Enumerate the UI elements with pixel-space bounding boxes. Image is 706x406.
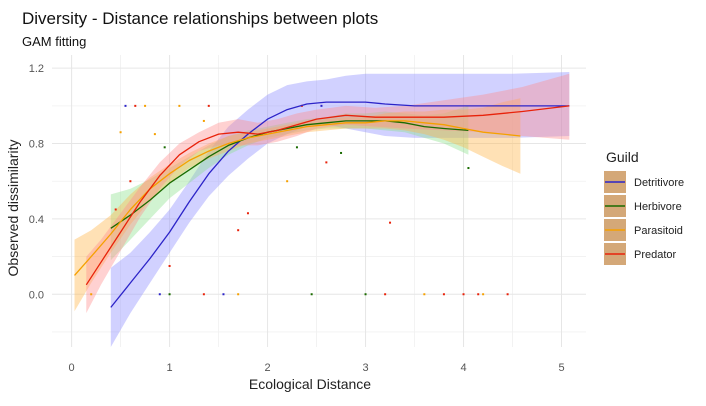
fit-line-herbivore <box>110 120 469 229</box>
chart-title: Diversity - Distance relationships betwe… <box>22 9 378 28</box>
legend-label-detritivore: Detritivore <box>634 177 684 189</box>
legend-label-predator: Predator <box>634 249 677 261</box>
data-point-herbivore <box>467 167 470 170</box>
grid-lines <box>52 55 586 347</box>
fit-line-predator <box>85 105 570 286</box>
x-tick-label: 1 <box>167 362 173 374</box>
data-point-herbivore <box>340 151 343 154</box>
data-point-parasitoid <box>153 133 156 136</box>
data-point-predator <box>462 293 465 296</box>
x-tick-label: 2 <box>264 362 270 374</box>
data-point-parasitoid <box>237 293 240 296</box>
data-point-herbivore <box>364 293 367 296</box>
y-tick-label: 0.0 <box>29 289 44 301</box>
data-point-predator <box>207 104 210 107</box>
data-point-parasitoid <box>90 293 93 296</box>
data-point-parasitoid <box>178 104 181 107</box>
data-point-predator <box>237 229 240 232</box>
data-point-parasitoid <box>144 104 147 107</box>
x-tick-label: 5 <box>558 362 564 374</box>
data-point-predator <box>389 221 392 224</box>
data-point-predator <box>114 208 117 211</box>
data-point-parasitoid <box>286 180 289 183</box>
data-point-predator <box>246 212 249 215</box>
data-point-parasitoid <box>482 293 485 296</box>
x-axis-label: Ecological Distance <box>249 376 371 392</box>
x-tick-labels: 0 1 2 3 4 5 <box>69 362 565 374</box>
data-point-predator <box>168 264 171 267</box>
data-point-detritivore <box>124 104 127 107</box>
legend: Guild Detritivore Herbivore Parasitoid Pred… <box>604 149 684 265</box>
y-tick-label: 1.2 <box>29 63 44 75</box>
y-tick-label: 0.4 <box>29 214 44 226</box>
data-point-herbivore <box>168 293 171 296</box>
confidence-band-herbivore <box>110 105 469 261</box>
x-tick-label: 0 <box>69 362 75 374</box>
data-point-herbivore <box>295 146 298 149</box>
data-point-predator <box>384 293 387 296</box>
fit-line-detritivore <box>110 101 570 308</box>
legend-label-parasitoid: Parasitoid <box>634 225 683 237</box>
data-point-parasitoid <box>202 119 205 122</box>
legend-label-herbivore: Herbivore <box>634 201 682 213</box>
data-point-predator <box>134 104 137 107</box>
chart-subtitle: GAM fitting <box>22 34 86 49</box>
x-tick-label: 3 <box>362 362 368 374</box>
data-point-predator <box>202 293 205 296</box>
data-point-predator <box>442 293 445 296</box>
data-point-predator <box>506 293 509 296</box>
data-point-predator <box>325 161 328 164</box>
y-tick-labels: 0.0 0.4 0.8 1.2 <box>29 63 44 301</box>
legend-title: Guild <box>606 149 639 165</box>
confidence-band-parasitoid <box>74 98 521 312</box>
data-point-detritivore <box>320 104 323 107</box>
data-point-detritivore <box>222 293 225 296</box>
data-point-detritivore <box>158 293 161 296</box>
confidence-band-detritivore <box>110 72 570 347</box>
confidence-bands <box>74 72 570 347</box>
data-point-parasitoid <box>423 293 426 296</box>
y-tick-label: 0.8 <box>29 139 44 151</box>
data-point-predator <box>477 293 480 296</box>
data-point-parasitoid <box>119 131 122 134</box>
data-point-herbivore <box>310 293 313 296</box>
x-tick-label: 4 <box>460 362 466 374</box>
confidence-band-predator <box>86 73 570 314</box>
y-axis-label: Observed dissimilarity <box>5 140 21 277</box>
fit-lines <box>74 101 570 308</box>
data-point-predator <box>129 180 132 183</box>
data-point-herbivore <box>163 146 166 149</box>
